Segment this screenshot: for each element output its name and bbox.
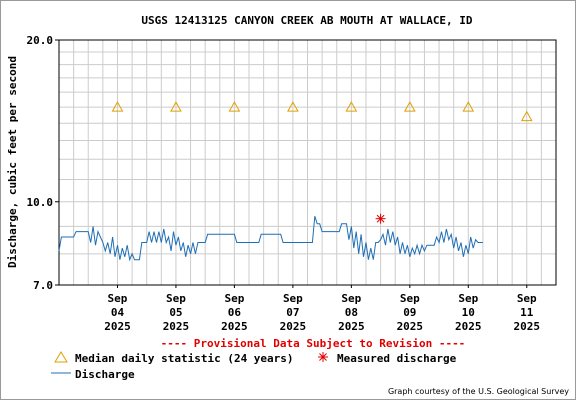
legend-item-measured: Measured discharge	[318, 352, 457, 365]
measured-discharge-series	[375, 213, 386, 224]
legend-median-triangle-icon	[54, 351, 68, 363]
y-axis-ticks: 7.0 10.0 20.0	[27, 34, 59, 292]
x-tick-label: 2025	[338, 320, 365, 333]
x-tick-label: 2025	[397, 320, 424, 333]
median-triangle-marker	[403, 101, 416, 112]
legend-item-discharge: Discharge	[51, 368, 135, 381]
x-tick-label: Sep	[224, 292, 244, 305]
chart-title: USGS 12413125 CANYON CREEK AB MOUTH AT W…	[141, 14, 473, 27]
x-tick-label: 2025	[280, 320, 307, 333]
x-tick-label: 06	[228, 306, 242, 319]
x-axis-ticks: Sep042025Sep052025Sep062025Sep072025Sep0…	[104, 285, 540, 333]
x-tick-label: 04	[111, 306, 125, 319]
x-tick-label: 07	[286, 306, 299, 319]
median-triangle-marker	[462, 101, 475, 112]
median-triangle-marker	[111, 101, 124, 112]
plot-area-border	[58, 39, 557, 286]
x-tick-label: 2025	[104, 320, 131, 333]
x-tick-label: Sep	[517, 292, 537, 305]
y-axis-label: Discharge, cubic feet per second	[6, 56, 19, 268]
x-tick-label: 11	[520, 306, 534, 319]
median-triangle-marker	[287, 101, 299, 112]
y-tick-label: 20.0	[27, 34, 54, 47]
measured-discharge-marker	[375, 213, 386, 224]
legend-item-median: Median daily statistic (24 years)	[54, 351, 294, 365]
median-triangle-marker	[170, 101, 182, 112]
legend-asterisk-glyph	[318, 352, 328, 362]
legend-discharge-label: Discharge	[75, 368, 135, 381]
x-tick-label: 2025	[221, 320, 248, 333]
median-triangle-marker	[228, 101, 241, 112]
x-tick-label: Sep	[166, 292, 186, 305]
x-tick-label: 2025	[163, 320, 190, 333]
x-tick-label: Sep	[400, 292, 420, 305]
provisional-data-annotation: ---- Provisional Data Subject to Revisio…	[161, 337, 466, 350]
x-tick-label: Sep	[108, 292, 128, 305]
median-triangle-marker	[345, 101, 358, 112]
discharge-series	[58, 216, 483, 262]
legend-measured-asterisk-icon	[318, 352, 328, 362]
credit-text: Graph courtesy of the U.S. Geological Su…	[388, 387, 569, 396]
x-tick-label: Sep	[283, 292, 303, 305]
x-tick-label: Sep	[341, 292, 361, 305]
median-triangle-marker	[520, 110, 533, 122]
discharge-line	[58, 216, 483, 262]
y-tick-label: 7.0	[33, 279, 53, 292]
legend-median-label: Median daily statistic (24 years)	[75, 352, 294, 365]
y-tick-label: 10.0	[27, 196, 54, 209]
x-tick-label: 2025	[514, 320, 541, 333]
x-tick-label: 10	[462, 306, 475, 319]
vertical-gridlines	[73, 40, 542, 285]
x-tick-label: 08	[345, 306, 358, 319]
median-statistic-series	[111, 101, 533, 122]
x-tick-label: 2025	[455, 320, 482, 333]
asterisk-stroke	[376, 214, 385, 223]
legend: Median daily statistic (24 years) Measur…	[51, 351, 457, 381]
x-tick-label: Sep	[458, 292, 478, 305]
legend-measured-label: Measured discharge	[337, 352, 457, 365]
x-tick-label: 09	[403, 306, 416, 319]
asterisk-stroke	[319, 353, 327, 361]
x-tick-label: 05	[169, 306, 182, 319]
